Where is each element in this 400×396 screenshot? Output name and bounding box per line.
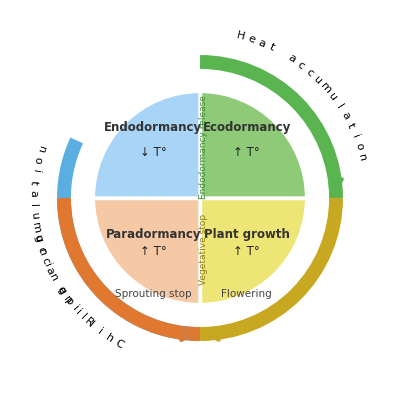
Text: u: u (32, 234, 44, 244)
Text: Endodormancy release: Endodormancy release (199, 95, 208, 199)
Text: o: o (32, 156, 43, 165)
Text: t: t (268, 42, 276, 53)
Text: i: i (70, 304, 80, 313)
Text: t: t (29, 180, 39, 185)
Text: C: C (113, 338, 125, 350)
Text: Vegetative stop: Vegetative stop (199, 213, 208, 285)
Text: g: g (32, 234, 44, 243)
Text: n: n (356, 153, 368, 162)
Text: n: n (35, 145, 46, 154)
Text: n: n (47, 272, 60, 283)
Wedge shape (200, 198, 306, 304)
Text: c: c (40, 256, 51, 265)
Text: m: m (30, 222, 42, 234)
Text: ↑ T°: ↑ T° (233, 146, 260, 159)
Text: n: n (36, 247, 48, 257)
Text: i: i (74, 308, 83, 317)
Text: i: i (96, 327, 104, 337)
Text: c: c (296, 59, 306, 71)
Text: l: l (28, 204, 38, 207)
Text: u: u (29, 213, 40, 221)
Text: c: c (304, 67, 315, 78)
Wedge shape (94, 198, 200, 304)
Wedge shape (94, 92, 200, 198)
Text: H: H (235, 30, 246, 42)
Text: a: a (28, 190, 38, 198)
Text: l: l (78, 312, 88, 322)
Text: ↓ T°: ↓ T° (140, 146, 167, 159)
Wedge shape (200, 92, 306, 198)
Text: Ecodormancy: Ecodormancy (202, 121, 291, 134)
Text: n: n (62, 294, 74, 306)
Text: m: m (318, 81, 333, 96)
Text: R: R (82, 316, 94, 328)
Text: a: a (257, 37, 267, 49)
Text: ↑ T°: ↑ T° (140, 245, 167, 258)
Text: i: i (350, 133, 360, 139)
Text: u: u (327, 91, 339, 103)
Text: i: i (42, 262, 52, 268)
Text: g: g (55, 285, 67, 296)
Circle shape (94, 92, 306, 304)
Text: i: i (30, 169, 40, 174)
Text: u: u (312, 74, 324, 86)
Text: h: h (104, 332, 115, 344)
Text: Paradormancy: Paradormancy (106, 228, 201, 241)
Text: e: e (55, 284, 67, 295)
Text: t: t (345, 122, 356, 130)
Text: c: c (36, 246, 47, 254)
Text: p: p (63, 295, 75, 307)
Text: l: l (334, 102, 344, 110)
Text: a: a (286, 53, 298, 65)
Text: e: e (246, 33, 256, 45)
Text: Sprouting stop: Sprouting stop (115, 289, 192, 299)
Text: a: a (44, 266, 56, 276)
Text: Endodormancy: Endodormancy (104, 121, 202, 134)
Text: o: o (353, 142, 364, 152)
Text: ↑ T°: ↑ T° (233, 245, 260, 258)
Text: a: a (339, 110, 351, 121)
Text: Flowering: Flowering (221, 289, 272, 299)
Text: Plant growth: Plant growth (204, 228, 290, 241)
Text: l: l (87, 320, 96, 329)
